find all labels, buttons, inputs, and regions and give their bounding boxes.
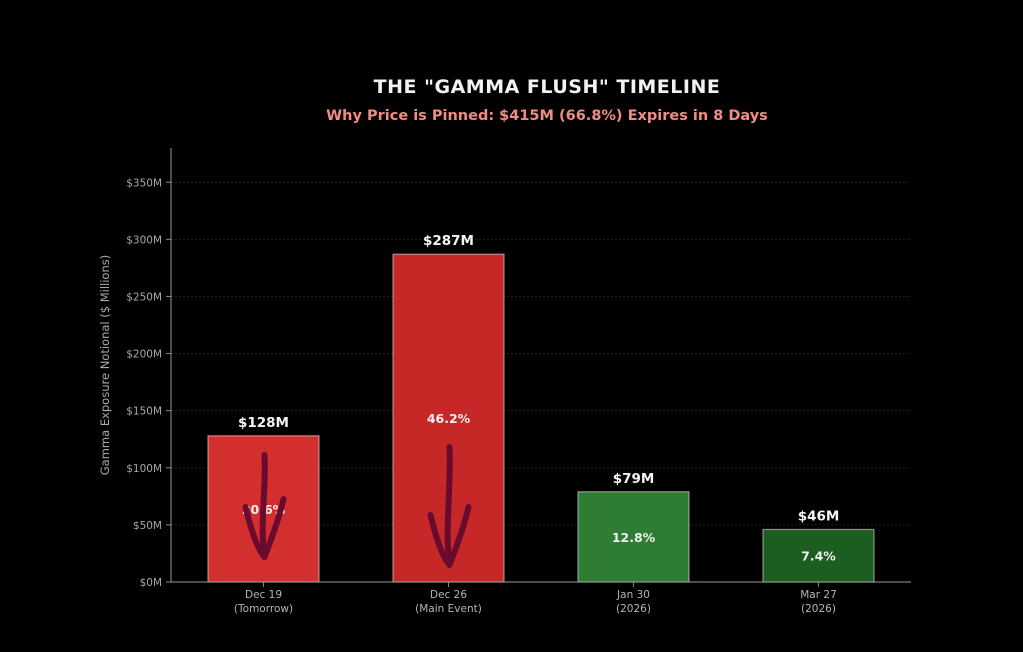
bar-value-label: $79M — [613, 471, 655, 487]
bar-percent-label: 7.4% — [801, 549, 836, 564]
x-tick-sublabel: (Tomorrow) — [234, 603, 293, 615]
x-ticks: Dec 19 (Tomorrow) Dec 26 (Main Event) Jan 30… — [234, 582, 837, 615]
bar-value-label: $287M — [423, 233, 474, 249]
chart-title: THE "GAMMA FLUSH" TIMELINE — [374, 76, 721, 98]
x-tick-label: Dec 19 — [245, 589, 282, 601]
bar — [762, 528, 875, 583]
bar-percent-label: 46.2% — [427, 411, 471, 426]
bar-value-label: $46M — [798, 508, 840, 524]
y-tick-label: $50M — [133, 520, 162, 532]
bar — [577, 491, 690, 583]
y-tick-label: $150M — [126, 406, 162, 418]
hand-drawn-down-arrow — [242, 452, 287, 560]
y-tick-label: $0M — [140, 577, 162, 589]
y-tick-label: $200M — [126, 349, 162, 361]
y-tick-label: $100M — [126, 463, 162, 475]
annotations — [242, 444, 472, 568]
bar-value-label: $128M — [238, 415, 289, 431]
grid-lines — [171, 181, 911, 526]
y-ticks: $0M $50M $100M $150M $200M $250M $300M $350M — [126, 177, 171, 589]
x-tick-label: Dec 26 — [430, 589, 467, 601]
y-tick-label: $300M — [126, 234, 162, 246]
y-tick-label: $250M — [126, 291, 162, 303]
x-tick-sublabel: (2026) — [616, 603, 651, 615]
x-tick-sublabel: (Main Event) — [415, 603, 482, 615]
x-tick-label: Jan 30 — [616, 589, 650, 601]
axes — [170, 148, 911, 583]
hand-drawn-down-arrow — [427, 444, 472, 568]
x-tick-sublabel: (2026) — [801, 603, 836, 615]
y-axis-label: Gamma Exposure Notional ($ Millions) — [98, 255, 112, 476]
chart-subtitle: Why Price is Pinned: $415M (66.8%) Expir… — [326, 108, 768, 124]
bar-percent-label: 12.8% — [612, 530, 656, 545]
x-tick-label: Mar 27 — [800, 589, 837, 601]
y-tick-label: $350M — [126, 177, 162, 189]
